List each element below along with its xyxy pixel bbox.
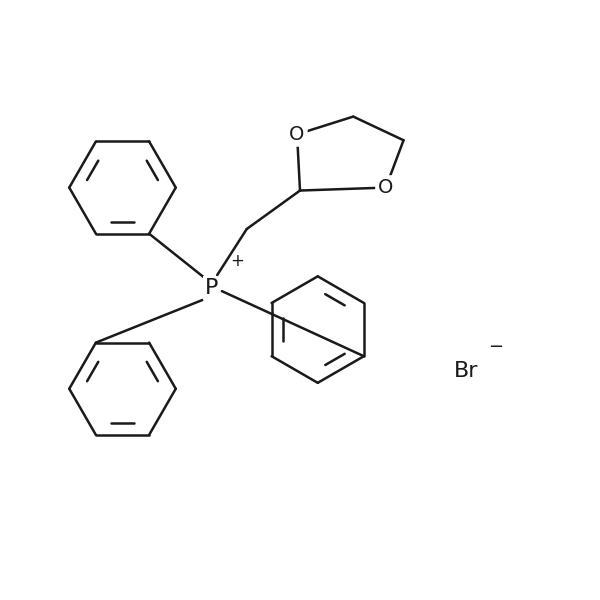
Text: P: P: [205, 278, 218, 298]
Text: Br: Br: [454, 361, 478, 381]
Text: −: −: [488, 338, 503, 356]
Text: O: O: [289, 125, 305, 144]
Text: +: +: [230, 253, 244, 271]
Text: O: O: [378, 178, 394, 197]
